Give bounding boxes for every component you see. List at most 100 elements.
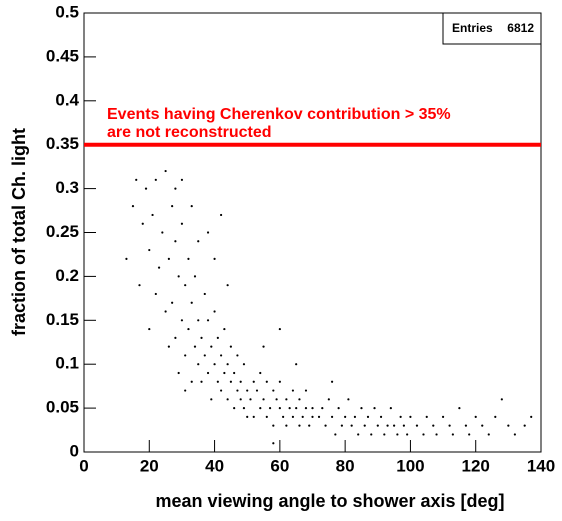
y-tick-label: 0.1 bbox=[55, 354, 79, 373]
point bbox=[278, 407, 281, 410]
point bbox=[304, 407, 308, 410]
point bbox=[406, 433, 409, 436]
point bbox=[389, 407, 392, 410]
point bbox=[285, 398, 288, 401]
point bbox=[330, 380, 334, 383]
point bbox=[415, 424, 419, 427]
stats-box bbox=[442, 12, 542, 45]
point bbox=[334, 433, 337, 436]
point bbox=[340, 424, 343, 427]
point bbox=[180, 319, 184, 322]
point bbox=[451, 433, 454, 436]
point bbox=[291, 415, 295, 418]
x-tick-label: 0 bbox=[79, 456, 88, 475]
point bbox=[180, 222, 184, 225]
point bbox=[272, 389, 275, 392]
point bbox=[344, 415, 347, 418]
point bbox=[330, 415, 334, 418]
point bbox=[246, 389, 249, 392]
point bbox=[379, 415, 383, 418]
point bbox=[295, 363, 298, 366]
point bbox=[220, 389, 223, 392]
x-tick-label: 100 bbox=[396, 456, 424, 475]
point bbox=[177, 275, 180, 278]
point bbox=[487, 433, 490, 436]
point bbox=[184, 389, 187, 392]
x-tick-label: 140 bbox=[527, 456, 555, 475]
point bbox=[500, 398, 503, 401]
point bbox=[203, 354, 206, 357]
y-tick-label: 0.2 bbox=[55, 266, 79, 285]
x-tick-label: 120 bbox=[462, 456, 490, 475]
point bbox=[370, 433, 373, 436]
point bbox=[216, 380, 219, 383]
point bbox=[213, 310, 216, 313]
y-tick-label: 0.4 bbox=[55, 90, 79, 109]
y-tick-label: 0.15 bbox=[46, 310, 79, 329]
point bbox=[233, 371, 236, 375]
y-axis-label: fraction of total Ch. light bbox=[9, 128, 29, 336]
point bbox=[363, 424, 366, 427]
point bbox=[148, 327, 151, 331]
point bbox=[249, 398, 252, 401]
point bbox=[154, 292, 157, 296]
x-tick-label: 20 bbox=[140, 456, 159, 475]
point bbox=[311, 415, 314, 418]
x-tick-label: 60 bbox=[270, 456, 289, 475]
point bbox=[174, 187, 177, 190]
y-tick-label: 0.25 bbox=[46, 222, 79, 241]
point bbox=[252, 415, 255, 418]
point bbox=[399, 415, 402, 418]
point bbox=[177, 371, 180, 375]
point bbox=[213, 257, 216, 260]
point bbox=[357, 433, 360, 436]
point bbox=[239, 398, 242, 401]
point bbox=[206, 231, 210, 234]
point bbox=[366, 415, 370, 418]
point bbox=[213, 363, 216, 366]
point bbox=[174, 240, 177, 243]
point bbox=[226, 363, 229, 366]
point bbox=[523, 424, 526, 427]
point bbox=[272, 424, 275, 427]
point bbox=[206, 371, 210, 375]
point bbox=[167, 345, 170, 348]
point bbox=[304, 389, 308, 392]
point bbox=[125, 257, 128, 260]
point bbox=[197, 319, 200, 322]
point bbox=[259, 371, 262, 375]
point bbox=[190, 380, 193, 383]
point bbox=[272, 442, 275, 445]
y-tick-label: 0.05 bbox=[46, 398, 79, 417]
y-tick-label: 0 bbox=[70, 441, 79, 460]
point bbox=[164, 310, 167, 313]
point bbox=[301, 415, 304, 418]
point bbox=[295, 407, 298, 410]
point bbox=[184, 284, 187, 287]
y-tick-label: 0.5 bbox=[55, 2, 79, 21]
point bbox=[393, 424, 396, 427]
point bbox=[226, 398, 229, 401]
point bbox=[206, 319, 210, 322]
point bbox=[210, 345, 213, 348]
point bbox=[229, 380, 232, 383]
point bbox=[291, 389, 295, 392]
point bbox=[481, 424, 484, 427]
point bbox=[402, 424, 405, 427]
point bbox=[278, 380, 281, 383]
point bbox=[337, 407, 340, 410]
point bbox=[530, 415, 533, 418]
point bbox=[161, 231, 164, 234]
point bbox=[239, 380, 242, 383]
point bbox=[171, 205, 174, 208]
point bbox=[317, 415, 321, 418]
point bbox=[464, 424, 468, 427]
point bbox=[353, 415, 357, 418]
point bbox=[441, 415, 445, 418]
x-tick-label: 40 bbox=[205, 456, 224, 475]
point bbox=[409, 415, 412, 418]
point bbox=[193, 345, 197, 348]
point bbox=[193, 275, 197, 278]
y-tick-label: 0.35 bbox=[46, 134, 79, 153]
point bbox=[262, 345, 265, 348]
